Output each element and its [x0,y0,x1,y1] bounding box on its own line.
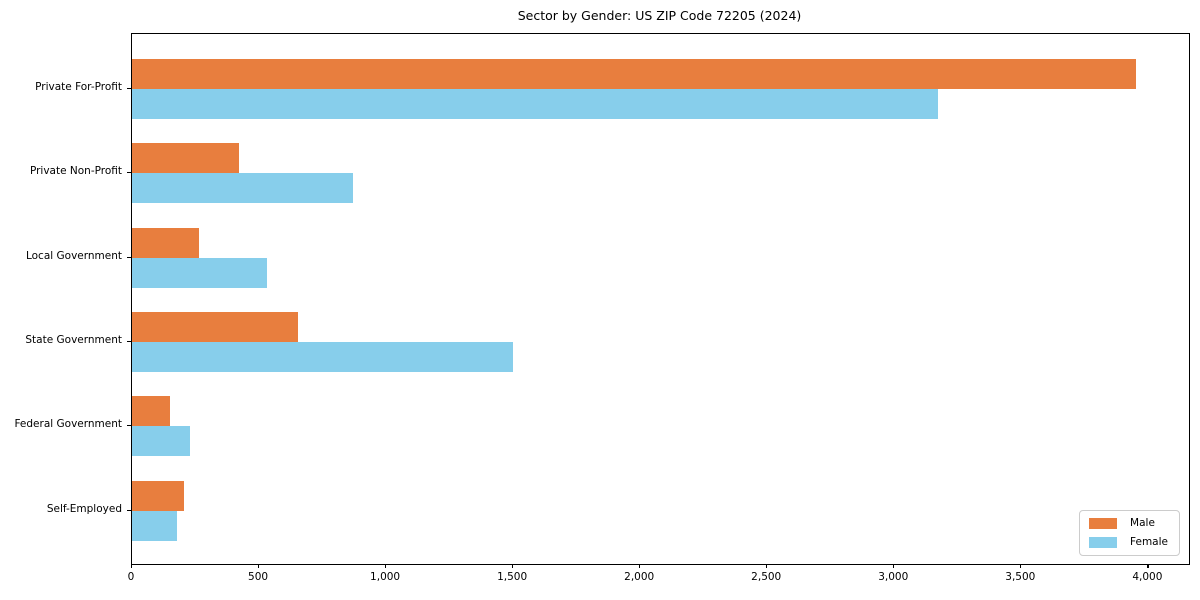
y-axis-label: Private For-Profit [35,81,122,93]
x-tick-mark [131,564,133,568]
male-swatch-icon [1089,518,1118,529]
x-tick-label: 3,000 [878,571,909,583]
x-tick-mark [258,564,260,568]
x-tick-label: 1,000 [370,571,401,583]
x-tick-label: 0 [127,571,135,583]
y-tick-mark [127,340,131,343]
bar-male-5 [132,396,171,427]
legend-label-male: Male [1130,517,1155,530]
bar-female-2 [132,173,354,204]
x-tick-label: 500 [248,571,269,583]
x-tick-label: 1,500 [497,571,528,583]
legend-entry-female: Female [1089,537,1168,548]
bar-female-6 [132,510,177,541]
bar-male-4 [132,311,299,342]
y-tick-mark [127,172,131,174]
bar-male-6 [132,480,185,511]
x-tick-label: 3,500 [1005,571,1036,583]
x-tick-label: 2,500 [751,571,782,583]
y-tick-mark [127,509,131,511]
x-tick-mark [1147,564,1149,568]
y-axis-label: Local Government [25,249,122,262]
bar-male-1 [132,59,1136,89]
bar-female-4 [132,341,514,372]
y-axis-label: Federal Government [14,418,122,431]
y-tick-mark [127,256,131,258]
y-tick-mark [127,88,131,90]
plot-area: Male Female [131,33,1190,565]
bar-female-1 [132,89,938,119]
x-tick-label: 4,000 [1132,571,1163,583]
bar-male-3 [132,227,200,258]
x-tick-mark [766,564,768,568]
bar-female-5 [132,426,191,457]
x-tick-mark [385,564,387,568]
legend-label-female: Female [1130,536,1168,549]
y-axis-label: State Government [25,333,122,346]
female-swatch-icon [1089,537,1118,548]
y-tick-mark [127,425,131,427]
y-axis-label: Private Non-Profit [29,165,122,178]
legend: Male Female [1079,510,1180,556]
x-tick-label: 2,000 [624,571,655,583]
bar-male-2 [132,143,239,174]
bar-female-3 [132,257,267,288]
x-tick-mark [512,564,514,568]
x-tick-mark [639,564,641,568]
y-axis-label: Self-Employed [46,502,122,515]
x-tick-mark [893,564,895,568]
chart-title: Sector by Gender: US ZIP Code 72205 (202… [517,8,802,23]
legend-entry-male: Male [1089,518,1168,529]
x-tick-mark [1020,564,1022,568]
